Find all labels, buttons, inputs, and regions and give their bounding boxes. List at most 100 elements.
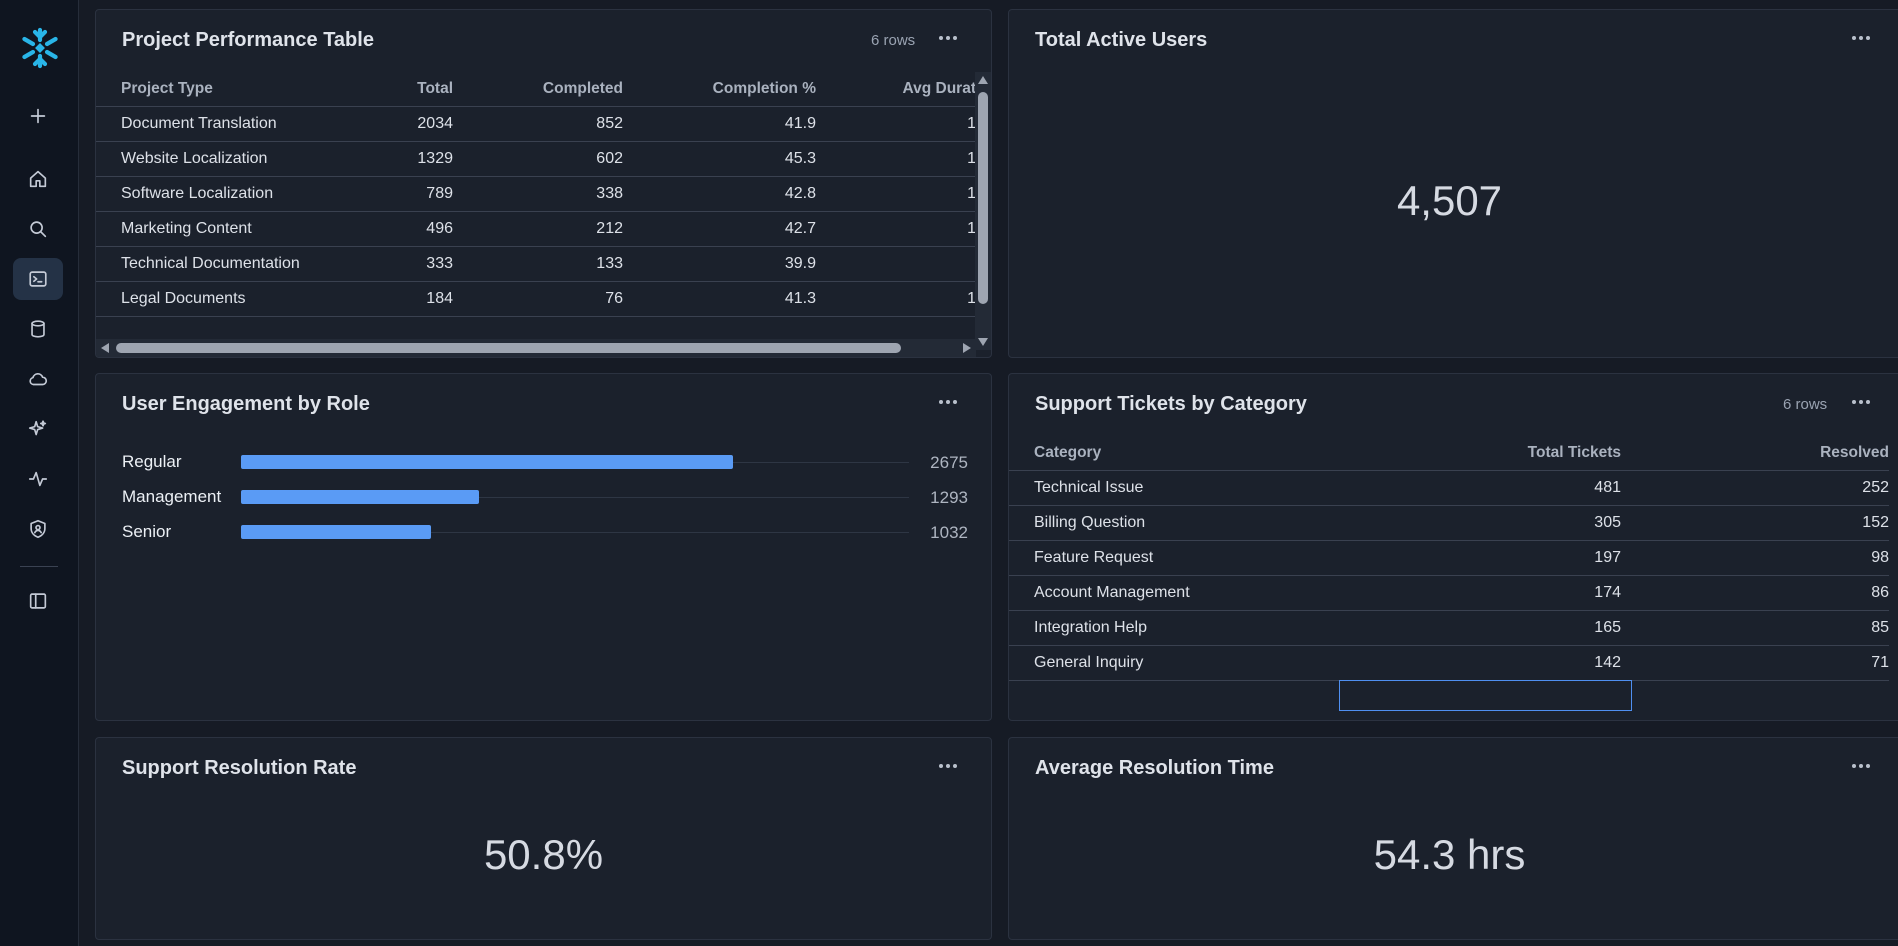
table-cell[interactable]: Website Localization [96, 141, 336, 177]
more-options-button[interactable] [1847, 756, 1875, 776]
bar-row[interactable]: Regular 2675 [122, 452, 968, 472]
table-row[interactable]: Technical Issue 481 252 [1009, 470, 1889, 506]
table-cell[interactable]: 338 [453, 176, 623, 212]
table-cell[interactable]: 42.8 [623, 176, 816, 212]
table-cell[interactable]: 789 [336, 176, 453, 212]
table-cell[interactable]: 41.3 [623, 281, 816, 317]
column-header[interactable]: Completed [453, 72, 623, 107]
table-cell[interactable]: 152 [1621, 505, 1889, 541]
table-row[interactable]: Marketing Content 496 212 42.7 1 [96, 211, 976, 247]
admin-button[interactable] [13, 508, 63, 550]
table-cell[interactable]: 1 [816, 211, 976, 247]
table-row[interactable]: Feature Request 197 98 [1009, 540, 1889, 576]
table-cell[interactable]: 305 [1359, 505, 1621, 541]
table-cell[interactable]: 85 [1621, 610, 1889, 646]
monitoring-button[interactable] [13, 458, 63, 500]
ai-button[interactable] [13, 408, 63, 450]
table-cell[interactable]: Account Management [1009, 575, 1359, 611]
table-cell[interactable]: 165 [1359, 610, 1621, 646]
table-cell[interactable]: 86 [1621, 575, 1889, 611]
table-cell[interactable]: 41.9 [623, 106, 816, 142]
table-cell[interactable]: 45.3 [623, 141, 816, 177]
add-button[interactable] [13, 95, 63, 137]
table-cell[interactable]: 212 [453, 211, 623, 247]
table-cell[interactable]: 71 [1621, 645, 1889, 681]
table-cell[interactable]: 252 [1621, 470, 1889, 506]
table-cell[interactable]: 133 [453, 246, 623, 282]
scroll-down-icon[interactable] [978, 338, 988, 346]
worksheets-button[interactable] [13, 258, 63, 300]
table-cell[interactable]: Software Localization [96, 176, 336, 212]
table-cell[interactable]: 496 [336, 211, 453, 247]
data-button[interactable] [13, 308, 63, 350]
table-cell[interactable]: 174 [1359, 575, 1621, 611]
table-cell[interactable]: 333 [336, 246, 453, 282]
table-row[interactable]: Account Management 174 86 [1009, 575, 1889, 611]
table-cell[interactable]: General Inquiry [1009, 645, 1359, 681]
vertical-scroll-thumb[interactable] [978, 92, 988, 304]
scroll-right-icon[interactable] [963, 343, 971, 353]
table-row[interactable]: Integration Help 165 85 [1009, 610, 1889, 646]
horizontal-scroll-thumb[interactable] [116, 343, 901, 353]
table-cell[interactable]: 602 [453, 141, 623, 177]
table-cell[interactable]: Feature Request [1009, 540, 1359, 576]
bar[interactable] [241, 455, 734, 469]
table-cell[interactable]: Integration Help [1009, 610, 1359, 646]
table-cell[interactable] [816, 246, 976, 282]
scroll-left-icon[interactable] [101, 343, 109, 353]
table-cell[interactable]: 42.7 [623, 211, 816, 247]
more-options-button[interactable] [1847, 392, 1875, 412]
bar-row[interactable]: Senior 1032 [122, 522, 968, 542]
table-cell[interactable]: 1 [816, 176, 976, 212]
table-cell[interactable]: 142 [1359, 645, 1621, 681]
table-cell[interactable]: 1 [816, 281, 976, 317]
table-row[interactable]: General Inquiry 142 71 [1009, 645, 1889, 681]
cell-selection-box[interactable] [1339, 680, 1632, 711]
table-cell[interactable]: 39.9 [623, 246, 816, 282]
bar[interactable] [241, 490, 479, 504]
table-cell[interactable]: 76 [453, 281, 623, 317]
bar-row[interactable]: Management 1293 [122, 487, 968, 507]
table-cell[interactable]: 197 [1359, 540, 1621, 576]
more-options-button[interactable] [1847, 28, 1875, 48]
toggle-sidebar-button[interactable] [13, 580, 63, 622]
scroll-up-icon[interactable] [978, 76, 988, 84]
table-cell[interactable]: 1 [816, 106, 976, 142]
table-cell[interactable]: Technical Documentation [96, 246, 336, 282]
table-cell[interactable]: Legal Documents [96, 281, 336, 317]
table-cell[interactable]: 1329 [336, 141, 453, 177]
table-cell[interactable]: Billing Question [1009, 505, 1359, 541]
more-options-button[interactable] [934, 392, 962, 412]
table-cell[interactable]: 852 [453, 106, 623, 142]
table-row[interactable]: Technical Documentation 333 133 39.9 [96, 246, 976, 282]
column-header[interactable]: Project Type [96, 72, 336, 107]
table-cell[interactable]: 2034 [336, 106, 453, 142]
home-button[interactable] [13, 158, 63, 200]
search-button[interactable] [13, 208, 63, 250]
table-row[interactable]: Software Localization 789 338 42.8 1 [96, 176, 976, 212]
cloud-button[interactable] [13, 358, 63, 400]
column-header[interactable]: Resolved [1621, 436, 1889, 471]
more-options-button[interactable] [934, 756, 962, 776]
table-cell[interactable]: 184 [336, 281, 453, 317]
bar[interactable] [241, 525, 431, 539]
table-cell[interactable]: 1 [816, 141, 976, 177]
table-row[interactable]: Billing Question 305 152 [1009, 505, 1889, 541]
column-header[interactable]: Avg Durat [816, 72, 976, 107]
table-cell[interactable]: Technical Issue [1009, 470, 1359, 506]
vertical-scrollbar[interactable] [975, 72, 991, 350]
column-header[interactable]: Total Tickets [1359, 436, 1621, 471]
table-cell[interactable]: Marketing Content [96, 211, 336, 247]
column-header[interactable]: Completion % [623, 72, 816, 107]
column-header[interactable]: Total [336, 72, 453, 107]
table-row[interactable]: Document Translation 2034 852 41.9 1 [96, 106, 976, 142]
table-row[interactable]: Legal Documents 184 76 41.3 1 [96, 281, 976, 317]
horizontal-scrollbar[interactable] [96, 339, 976, 357]
column-header[interactable]: Category [1009, 436, 1359, 471]
snowflake-icon[interactable] [18, 26, 62, 70]
more-options-button[interactable] [934, 28, 962, 48]
table-cell[interactable]: Document Translation [96, 106, 336, 142]
table-row[interactable]: Website Localization 1329 602 45.3 1 [96, 141, 976, 177]
table-cell[interactable]: 481 [1359, 470, 1621, 506]
table-cell[interactable]: 98 [1621, 540, 1889, 576]
